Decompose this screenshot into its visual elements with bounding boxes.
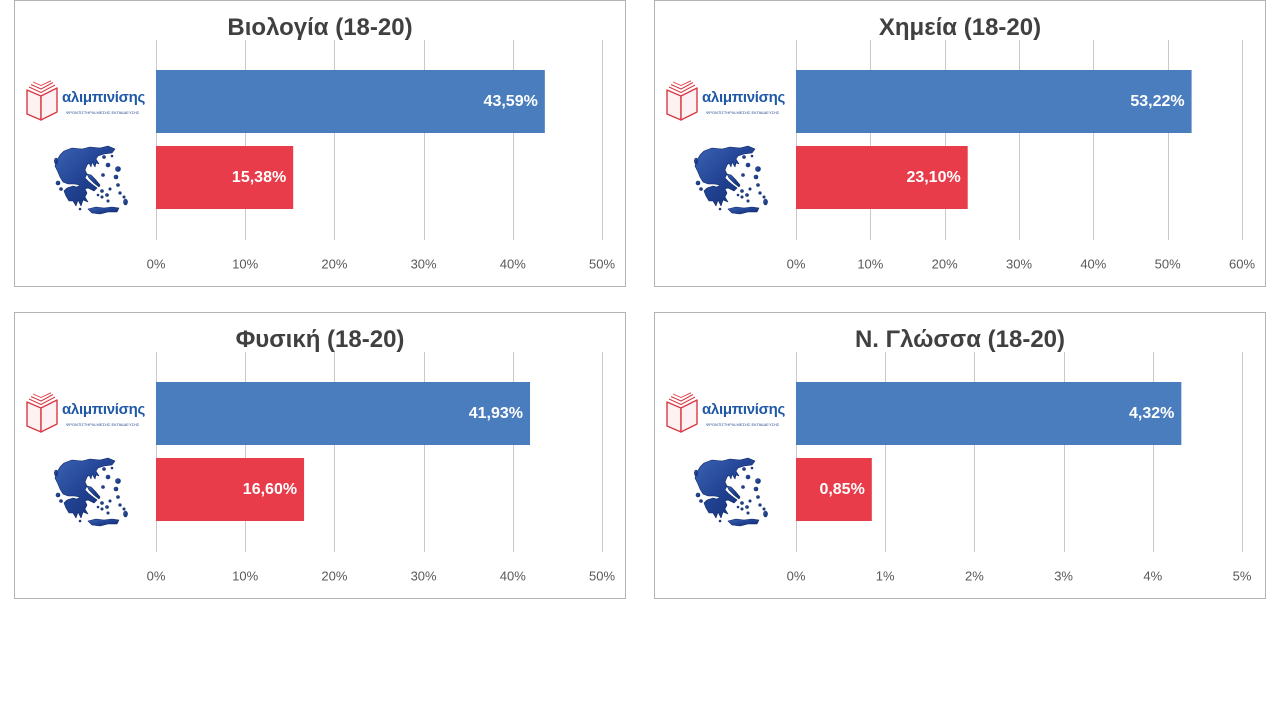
- bar-value-label: 0,85%: [819, 481, 864, 498]
- chart-title: Χημεία (18-20): [878, 14, 1042, 41]
- greece-map-bar: [156, 146, 294, 209]
- x-tick-label: 5%: [1233, 569, 1252, 584]
- logo-name: αλιμπινίσης: [62, 89, 145, 106]
- logo-name: αλιμπινίσης: [702, 89, 785, 106]
- bar-value-label: 43,59%: [484, 93, 538, 110]
- chemistry-chart-panel: 0% 10% 20% 30% 40% 50% 60% 53,22% 23,10% Χημεία …: [654, 0, 1266, 287]
- x-tick-label: 60%: [1229, 257, 1255, 272]
- bar-chart-plot: 0% 10% 20% 30% 40% 50% 43,59% 15,38%: [147, 40, 615, 272]
- open-book-shape: [666, 80, 698, 121]
- x-tick-label: 3%: [1054, 569, 1073, 584]
- greece-map-shape: [54, 457, 128, 527]
- x-tick-label: 0%: [147, 569, 166, 584]
- x-tick-label: 20%: [321, 569, 347, 584]
- x-tick-label: 20%: [932, 257, 958, 272]
- x-tick-label: 0%: [787, 257, 806, 272]
- open-book-shape: [26, 392, 58, 433]
- alimpinisis-logo: αλιμπινίσης ΦΡΟΝΤΙΣΤΗΡΙΑ ΜΕΣΗΣ ΕΚΠΑΙΔΕΥΣ…: [664, 392, 794, 434]
- open-book-icon: [666, 392, 698, 433]
- alimpinisis-logo-bar: [156, 382, 531, 445]
- physics-chart-panel: 0% 10% 20% 30% 40% 50% 41,93% 16,60% Φυσική (18…: [14, 312, 626, 599]
- greece-map-icon: [54, 145, 128, 215]
- x-tick-label: 50%: [589, 569, 615, 584]
- logo-tagline: ΦΡΟΝΤΙΣΤΗΡΙΑ ΜΕΣΗΣ ΕΚΠΑΙΔΕΥΣΗΣ: [66, 422, 140, 427]
- x-tick-label: 2%: [965, 569, 984, 584]
- alimpinisis-logo-bar: [796, 382, 1182, 445]
- chart-title: Ν. Γλώσσα (18-20): [854, 326, 1066, 353]
- x-tick-label: 30%: [411, 569, 437, 584]
- x-tick-label: 4%: [1143, 569, 1162, 584]
- language-chart-panel: 0% 1% 2% 3% 4% 5% 4,32% 0,85% Ν. Γλώσσα (18-20)…: [654, 312, 1266, 599]
- bar-value-label: 53,22%: [1130, 93, 1184, 110]
- x-tick-label: 10%: [232, 257, 258, 272]
- bar-chart-plot: 0% 1% 2% 3% 4% 5% 4,32% 0,85%: [787, 352, 1252, 584]
- x-tick-label: 10%: [857, 257, 883, 272]
- x-tick-label: 30%: [411, 257, 437, 272]
- greece-map-bar: [156, 458, 305, 521]
- greece-map-shape: [694, 145, 768, 215]
- logo-tagline: ΦΡΟΝΤΙΣΤΗΡΙΑ ΜΕΣΗΣ ΕΚΠΑΙΔΕΥΣΗΣ: [706, 110, 780, 115]
- greece-map-bar: [796, 458, 872, 521]
- alimpinisis-logo-bar: [796, 70, 1192, 133]
- greece-map-icon: [694, 145, 768, 215]
- chart-title: Βιολογία (18-20): [227, 14, 413, 41]
- bar-value-label: 41,93%: [469, 405, 523, 422]
- x-tick-label: 10%: [232, 569, 258, 584]
- greece-map-shape: [54, 145, 128, 215]
- x-tick-label: 0%: [787, 569, 806, 584]
- x-tick-label: 1%: [876, 569, 895, 584]
- x-tick-label: 40%: [500, 569, 526, 584]
- bar-value-label: 4,32%: [1129, 405, 1174, 422]
- logo-tagline: ΦΡΟΝΤΙΣΤΗΡΙΑ ΜΕΣΗΣ ΕΚΠΑΙΔΕΥΣΗΣ: [706, 422, 780, 427]
- x-tick-label: 50%: [589, 257, 615, 272]
- biology-chart-panel: 0% 10% 20% 30% 40% 50% 43,59% 15,38% Βιολογία (…: [14, 0, 626, 287]
- logo-tagline: ΦΡΟΝΤΙΣΤΗΡΙΑ ΜΕΣΗΣ ΕΚΠΑΙΔΕΥΣΗΣ: [66, 110, 140, 115]
- alimpinisis-logo-bar: [156, 70, 545, 133]
- open-book-shape: [26, 80, 58, 121]
- open-book-shape: [666, 392, 698, 433]
- logo-name: αλιμπινίσης: [702, 401, 785, 418]
- chart-title: Φυσική (18-20): [235, 326, 405, 353]
- bar-chart-plot: 0% 10% 20% 30% 40% 50% 41,93% 16,60%: [147, 352, 615, 584]
- x-tick-label: 40%: [1080, 257, 1106, 272]
- x-tick-label: 20%: [321, 257, 347, 272]
- bar-value-label: 16,60%: [243, 481, 297, 498]
- open-book-icon: [26, 392, 58, 433]
- x-tick-label: 40%: [500, 257, 526, 272]
- x-tick-label: 50%: [1155, 257, 1181, 272]
- open-book-icon: [666, 80, 698, 121]
- greece-map-shape: [694, 457, 768, 527]
- greece-map-bar: [796, 146, 968, 209]
- alimpinisis-logo: αλιμπινίσης ΦΡΟΝΤΙΣΤΗΡΙΑ ΜΕΣΗΣ ΕΚΠΑΙΔΕΥΣ…: [24, 392, 154, 434]
- bar-value-label: 23,10%: [906, 169, 960, 186]
- greece-map-icon: [694, 457, 768, 527]
- x-tick-label: 0%: [147, 257, 166, 272]
- greece-map-icon: [54, 457, 128, 527]
- alimpinisis-logo: αλιμπινίσης ΦΡΟΝΤΙΣΤΗΡΙΑ ΜΕΣΗΣ ΕΚΠΑΙΔΕΥΣ…: [24, 80, 154, 122]
- x-tick-label: 30%: [1006, 257, 1032, 272]
- alimpinisis-logo: αλιμπινίσης ΦΡΟΝΤΙΣΤΗΡΙΑ ΜΕΣΗΣ ΕΚΠΑΙΔΕΥΣ…: [664, 80, 794, 122]
- bar-value-label: 15,38%: [232, 169, 286, 186]
- logo-name: αλιμπινίσης: [62, 401, 145, 418]
- bar-chart-plot: 0% 10% 20% 30% 40% 50% 60% 53,22% 23,10%: [787, 40, 1255, 272]
- open-book-icon: [26, 80, 58, 121]
